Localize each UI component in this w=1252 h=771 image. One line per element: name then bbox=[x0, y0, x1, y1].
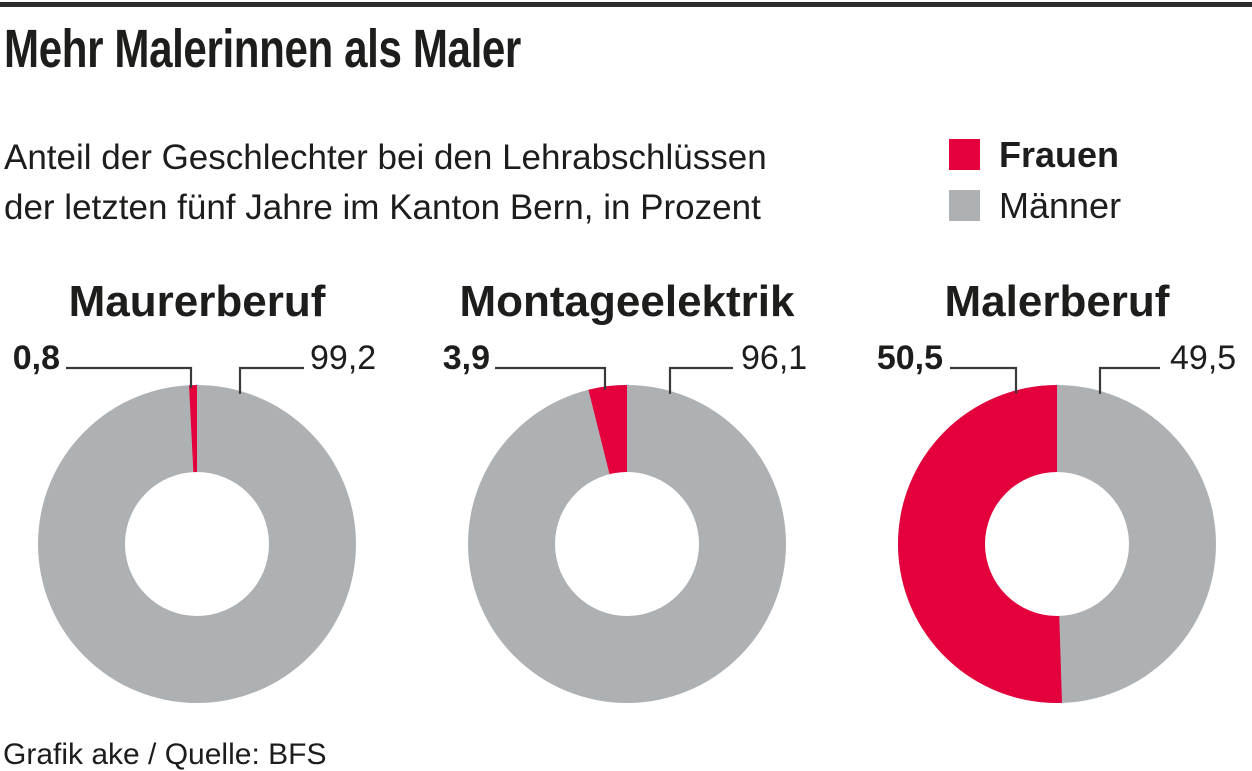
chart-title-maurerberuf: Maurerberuf bbox=[68, 277, 326, 326]
source-credit: Grafik ake / Quelle: BFS bbox=[3, 738, 327, 771]
donut-segment-frauen bbox=[898, 385, 1062, 703]
legend-label-frauen: Frauen bbox=[999, 134, 1120, 175]
leader-line-frauen bbox=[950, 366, 1018, 394]
leader-line-frauen bbox=[66, 366, 193, 389]
legend-label-maenner: Männer bbox=[999, 185, 1122, 226]
maenner-color-swatch bbox=[949, 190, 980, 221]
leader-line-maenner bbox=[238, 366, 304, 394]
value-label-frauen-maurerberuf: 0,8 bbox=[12, 339, 60, 377]
frauen-color-swatch bbox=[949, 139, 980, 170]
donut-hole bbox=[125, 472, 269, 616]
legend: Frauen Männer bbox=[949, 134, 1122, 241]
legend-item-maenner: Männer bbox=[949, 185, 1122, 226]
leader-line-maenner bbox=[668, 366, 733, 394]
legend-item-frauen: Frauen bbox=[949, 134, 1121, 175]
value-label-maenner-montageelektrik: 96,1 bbox=[741, 339, 808, 377]
chart-title-montageelektrik: Montageelektrik bbox=[459, 277, 795, 326]
top-rule bbox=[0, 2, 1252, 7]
subtitle-line-1: Anteil der Geschlechter bei den Lehrabsc… bbox=[4, 138, 767, 177]
leader-line-frauen bbox=[495, 366, 607, 390]
chart-title-malerberuf: Malerberuf bbox=[944, 277, 1170, 326]
donut-hole bbox=[985, 472, 1129, 616]
subtitle-line-2: der letzten fünf Jahre im Kanton Bern, i… bbox=[4, 188, 761, 227]
subtitle: Anteil der Geschlechter bei den Lehrabsc… bbox=[4, 133, 767, 233]
value-label-maenner-malerberuf: 49,5 bbox=[1170, 339, 1237, 377]
value-label-frauen-montageelektrik: 3,9 bbox=[442, 339, 490, 377]
leader-line-maenner bbox=[1098, 366, 1160, 394]
value-label-frauen-malerberuf: 50,5 bbox=[876, 339, 943, 377]
value-label-maenner-maurerberuf: 99,2 bbox=[310, 339, 377, 377]
page-title: Mehr Malerinnen als Maler bbox=[4, 19, 521, 79]
donut-hole bbox=[555, 472, 699, 616]
